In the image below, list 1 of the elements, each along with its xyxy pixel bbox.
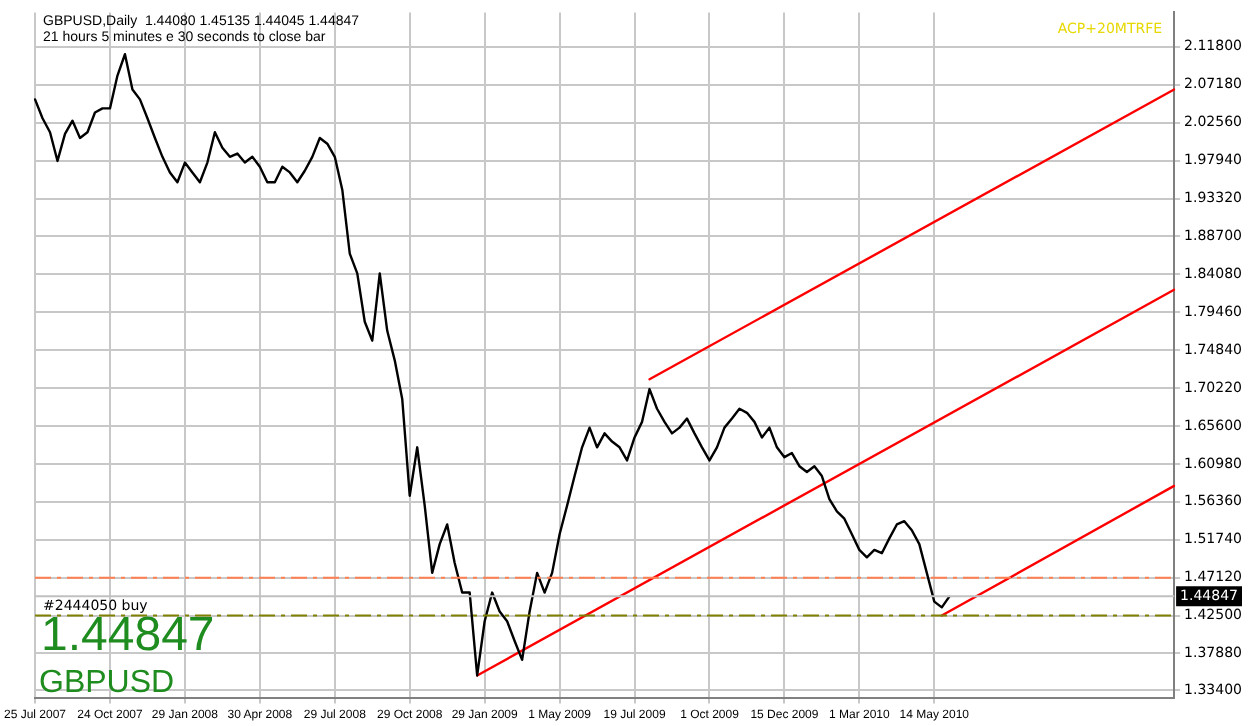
annotation: GBPUSD: [39, 665, 175, 700]
